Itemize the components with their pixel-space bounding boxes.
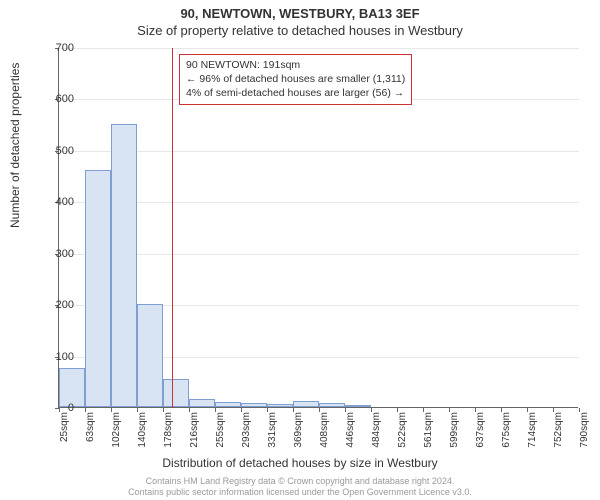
histogram-bar xyxy=(163,379,189,407)
xtick-label: 599sqm xyxy=(449,412,460,462)
histogram-bar xyxy=(85,170,111,407)
marker-line xyxy=(172,48,173,408)
histogram-bar xyxy=(293,401,319,407)
chart-area: 25sqm63sqm102sqm140sqm178sqm216sqm255sqm… xyxy=(58,48,578,408)
title-main: 90, NEWTOWN, WESTBURY, BA13 3EF xyxy=(0,0,600,21)
xtick-label: 561sqm xyxy=(423,412,434,462)
histogram-bar xyxy=(189,399,215,407)
xtick-label: 752sqm xyxy=(553,412,564,462)
title-sub: Size of property relative to detached ho… xyxy=(0,21,600,38)
annotation-box: 90 NEWTOWN: 191sqm← 96% of detached hous… xyxy=(179,54,412,105)
x-axis-label: Distribution of detached houses by size … xyxy=(0,456,600,470)
annotation-line: ← 96% of detached houses are smaller (1,… xyxy=(186,72,405,86)
xtick-label: 255sqm xyxy=(215,412,226,462)
ytick-label: 200 xyxy=(34,299,74,311)
gridline xyxy=(59,48,579,49)
xtick-label: 484sqm xyxy=(371,412,382,462)
plot-region: 25sqm63sqm102sqm140sqm178sqm216sqm255sqm… xyxy=(58,48,578,408)
xtick-label: 140sqm xyxy=(137,412,148,462)
xtick-label: 293sqm xyxy=(241,412,252,462)
xtick-label: 522sqm xyxy=(397,412,408,462)
histogram-bar xyxy=(319,403,345,407)
histogram-bar xyxy=(345,405,371,407)
xtick-label: 675sqm xyxy=(501,412,512,462)
xtick-label: 369sqm xyxy=(293,412,304,462)
ytick-label: 300 xyxy=(34,248,74,260)
y-axis-label: Number of detached properties xyxy=(8,63,22,228)
histogram-bar xyxy=(267,404,293,407)
xtick-label: 216sqm xyxy=(189,412,200,462)
xtick-label: 637sqm xyxy=(475,412,486,462)
xtick-label: 331sqm xyxy=(267,412,278,462)
footer-attribution: Contains HM Land Registry data © Crown c… xyxy=(0,476,600,498)
xtick-label: 63sqm xyxy=(85,412,96,462)
ytick-label: 100 xyxy=(34,351,74,363)
annotation-line: 90 NEWTOWN: 191sqm xyxy=(186,58,405,72)
footer-line-1: Contains HM Land Registry data © Crown c… xyxy=(0,476,600,487)
footer-line-2: Contains public sector information licen… xyxy=(0,487,600,498)
xtick-label: 102sqm xyxy=(111,412,122,462)
xtick-label: 408sqm xyxy=(319,412,330,462)
histogram-bar xyxy=(111,124,137,407)
ytick-label: 700 xyxy=(34,42,74,54)
histogram-bar xyxy=(137,304,163,407)
annotation-line: 4% of semi-detached houses are larger (5… xyxy=(186,86,405,100)
ytick-label: 500 xyxy=(34,145,74,157)
xtick-label: 25sqm xyxy=(59,412,70,462)
xtick-label: 446sqm xyxy=(345,412,356,462)
xtick-label: 178sqm xyxy=(163,412,174,462)
xtick-label: 714sqm xyxy=(527,412,538,462)
ytick-label: 0 xyxy=(34,402,74,414)
ytick-label: 400 xyxy=(34,196,74,208)
histogram-bar xyxy=(215,402,241,407)
ytick-label: 600 xyxy=(34,93,74,105)
chart-container: 90, NEWTOWN, WESTBURY, BA13 3EF Size of … xyxy=(0,0,600,500)
histogram-bar xyxy=(241,403,267,407)
xtick-label: 790sqm xyxy=(579,412,590,462)
